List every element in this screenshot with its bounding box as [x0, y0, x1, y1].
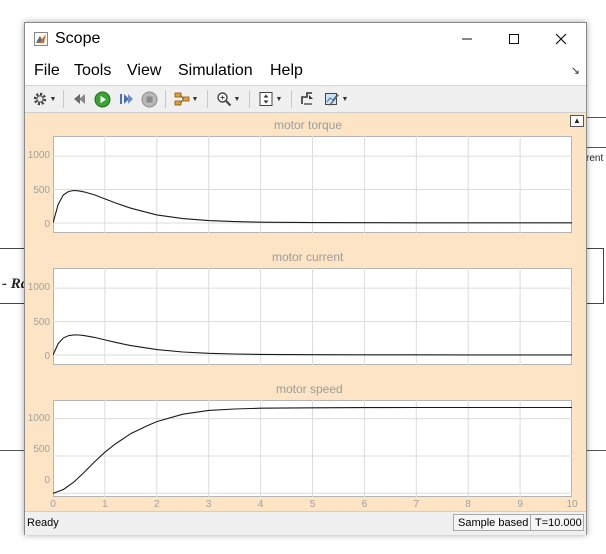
undock-arrow-icon[interactable]: ↘ [570, 65, 580, 77]
canvas-port-label: rent [586, 153, 604, 164]
x-tick-label: 5 [309, 499, 316, 510]
canvas-line-mid [585, 147, 606, 148]
y-tick-label: 500 [33, 444, 50, 455]
caret-down-icon: ▼ [49, 95, 57, 103]
highlight-button[interactable] [297, 89, 317, 109]
status-text: Ready [27, 517, 59, 529]
menu-bar: File Tools View Simulation Help ↘ [25, 55, 586, 86]
signal-line [53, 406, 572, 494]
toolbar-separator [249, 90, 250, 108]
x-tick-label: 9 [517, 499, 523, 510]
canvas-line-top [585, 117, 606, 118]
scope-window: Scope File Tools View Simulation Help ↘ … [24, 22, 587, 535]
run-button[interactable] [92, 89, 112, 109]
toolbar-separator [207, 90, 208, 108]
autoscale-button[interactable]: ▼ [255, 89, 285, 109]
axes-motor-torque[interactable] [53, 136, 572, 233]
x-tick-label: 7 [413, 499, 420, 510]
x-tick-label: 6 [361, 499, 368, 510]
close-icon [555, 33, 567, 45]
stop-button[interactable] [139, 89, 159, 109]
y-tick-label: 1000 [27, 413, 50, 424]
signal-line [53, 334, 572, 356]
y-tick-label: 500 [33, 185, 50, 196]
axes-title: motor speed [276, 382, 343, 396]
maximize-button[interactable] [491, 23, 537, 55]
window-title: Scope [55, 30, 101, 47]
y-tick-label: 0 [44, 219, 50, 230]
signal-line [53, 189, 572, 224]
x-tick-label: 2 [154, 499, 160, 510]
caret-down-icon: ▼ [341, 95, 349, 103]
plot-area: ▲ motor torque 1000 500 0 motor current … [25, 113, 586, 511]
sample-mode-indicator: Sample based [453, 514, 534, 531]
canvas-block-right [585, 248, 604, 304]
toolbar-separator [63, 90, 64, 108]
x-tick-label: 3 [205, 499, 212, 510]
y-tick-label: 1000 [27, 282, 50, 293]
canvas-block-label: - Ra [2, 276, 29, 292]
caret-down-icon: ▼ [275, 95, 283, 103]
zoom-icon [216, 92, 231, 107]
expand-icon[interactable]: ▲ [570, 115, 584, 127]
y-tick-label: 1000 [27, 150, 50, 161]
caret-down-icon: ▼ [191, 95, 199, 103]
toolbar: ▼ [25, 86, 586, 113]
signal-selector-button[interactable]: ▼ [171, 89, 201, 109]
step-forward-icon [120, 94, 133, 104]
status-bar: Ready Sample based T=10.000 [25, 511, 586, 535]
y-tick-label: 0 [44, 475, 50, 486]
step-forward-button[interactable] [116, 89, 136, 109]
canvas-line-bottom-right [585, 450, 606, 451]
canvas-block-left [0, 248, 26, 304]
style-icon [324, 93, 339, 106]
highlight-icon [301, 92, 313, 105]
minimize-button[interactable] [444, 23, 490, 55]
x-tick-label: 8 [465, 499, 471, 510]
zoom-button[interactable]: ▼ [213, 89, 243, 109]
axes-title: motor current [272, 250, 344, 264]
settings-button[interactable]: ▼ [29, 89, 59, 109]
menu-tools[interactable]: Tools [74, 62, 112, 79]
style-button[interactable]: ▼ [321, 89, 351, 109]
menu-file[interactable]: File [34, 62, 60, 79]
close-button[interactable] [538, 23, 584, 55]
maximize-icon [509, 34, 519, 44]
axes-motor-current[interactable] [53, 268, 572, 365]
step-back-icon [74, 94, 85, 104]
menu-view[interactable]: View [127, 62, 162, 79]
autoscale-icon [259, 92, 273, 106]
step-back-button[interactable] [69, 89, 89, 109]
y-tick-label: 500 [33, 317, 50, 328]
title-bar[interactable]: Scope [25, 23, 586, 55]
x-tick-label: 4 [257, 499, 264, 510]
x-tick-label: 10 [566, 499, 578, 510]
matlab-icon [34, 32, 48, 46]
x-tick-label: 1 [102, 499, 108, 510]
menu-simulation[interactable]: Simulation [178, 62, 253, 79]
canvas-line-bottom-left [0, 450, 24, 451]
gear-icon [33, 92, 46, 106]
minimize-icon [462, 38, 472, 40]
x-tick-label: 0 [50, 499, 56, 510]
axes-title: motor torque [274, 118, 343, 132]
run-icon [94, 91, 110, 107]
toolbar-separator [165, 90, 166, 108]
stop-icon [141, 91, 157, 107]
sim-time-indicator: T=10.000 [530, 514, 584, 531]
axes-motor-speed[interactable] [53, 400, 572, 497]
toolbar-separator [291, 90, 292, 108]
signal-selector-icon [174, 92, 189, 106]
menu-help[interactable]: Help [270, 62, 303, 79]
y-tick-label: 0 [44, 351, 50, 362]
caret-down-icon: ▼ [233, 95, 241, 103]
